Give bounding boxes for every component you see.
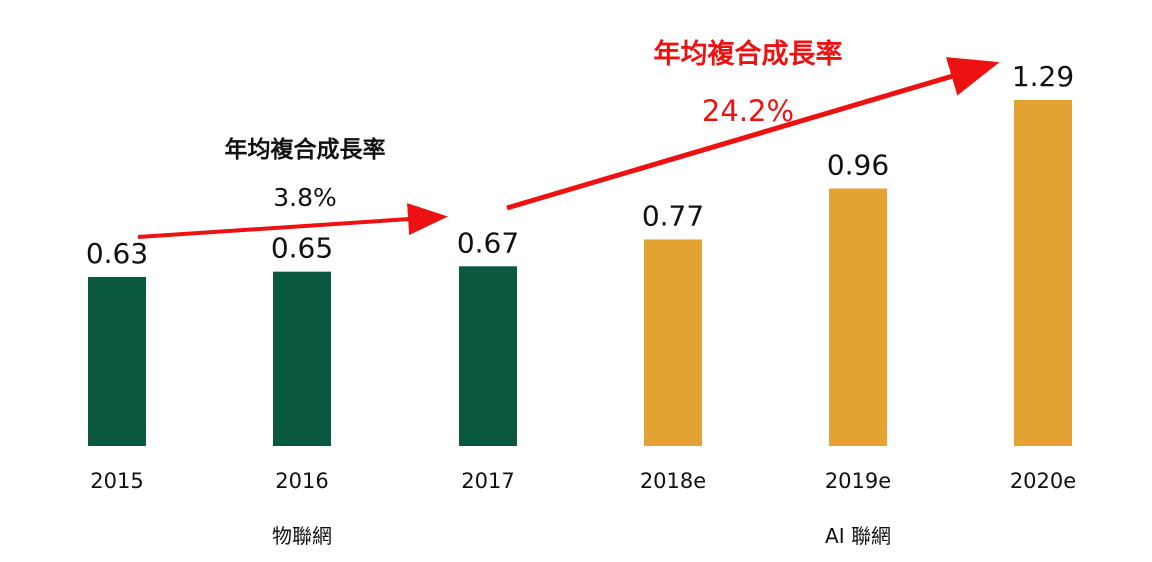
cagr-title-iot: 年均複合成長率 [225, 136, 386, 163]
bar-2017 [459, 266, 517, 446]
bar-2015 [88, 277, 146, 446]
bar-2018e [644, 239, 702, 446]
tick-label-2016: 2016 [275, 469, 328, 493]
value-label-2015: 0.63 [86, 237, 148, 270]
tick-label-2015: 2015 [90, 469, 143, 493]
value-label-2020e: 1.29 [1012, 60, 1074, 93]
cagr-value-iot: 3.8% [273, 183, 337, 212]
tick-label-2019e: 2019e [825, 469, 891, 493]
value-label-2018e: 0.77 [642, 199, 704, 232]
bar-2020e [1014, 100, 1072, 446]
bar-2019e [829, 188, 887, 446]
tick-label-2020e: 2020e [1010, 469, 1076, 493]
cagr-arrow-ai [506, 57, 1000, 211]
cagr-value-ai: 24.2% [702, 94, 794, 128]
tick-label-2017: 2017 [461, 469, 514, 493]
cagr-arrow-iot [137, 203, 448, 239]
value-label-2017: 0.67 [457, 226, 519, 259]
bar-2016 [273, 271, 331, 446]
tick-label-2018e: 2018e [640, 469, 706, 493]
value-label-2016: 0.65 [271, 232, 333, 265]
group-label-iot: 物聯網 [272, 524, 332, 548]
cagr-title-ai: 年均複合成長率 [654, 38, 843, 70]
group-label-ai: AI 聯網 [825, 524, 891, 548]
value-label-2019e: 0.96 [827, 149, 889, 182]
